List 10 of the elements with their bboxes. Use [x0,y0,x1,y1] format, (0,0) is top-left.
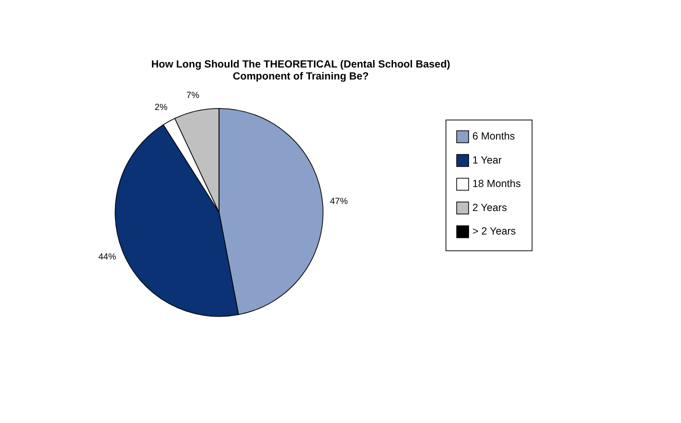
legend-label: 6 Months [472,132,516,143]
data-label: 44% [98,252,116,262]
data-label: 7% [186,90,200,100]
legend-label: 1 Year [472,155,502,166]
chart-title: How Long Should The THEORETICAL (Dental School Based) Component of Training Be? [151,60,450,83]
legend-label: > 2 Years [472,226,516,238]
legend-label: 2 Years [472,202,507,214]
data-label: 47% [330,196,348,206]
legend-label: 18 Months [472,179,521,190]
data-label: 2% [154,102,168,112]
